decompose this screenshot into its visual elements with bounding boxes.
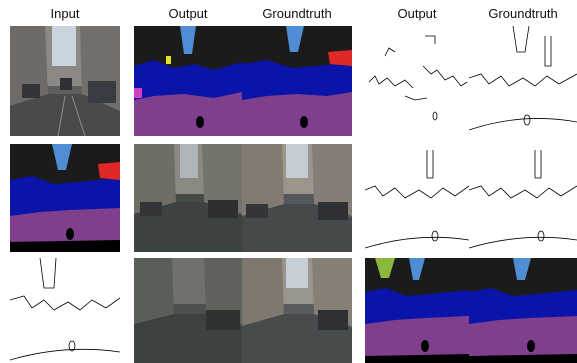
groundtruth-edge-tile (469, 26, 577, 136)
groundtruth-photo-tile (242, 144, 352, 252)
groundtruth-segmentation-tile (242, 26, 352, 136)
header-groundtruth-seg: Groundtruth (262, 6, 332, 21)
output-edge-tile (365, 26, 469, 136)
header-groundtruth-edge: Groundtruth (488, 6, 558, 21)
input-photo-tile (10, 26, 120, 136)
groundtruth-photo-tile-2 (242, 258, 352, 363)
input-edge-tile (10, 258, 120, 363)
output-photo-tile (134, 144, 242, 252)
header-output-edge: Output (397, 6, 437, 21)
groundtruth-edge-tile-2 (469, 144, 577, 252)
header-input: Input (50, 6, 80, 21)
header-output-seg: Output (168, 6, 208, 21)
input-edge-tile-right (365, 144, 469, 252)
output-segmentation-tile-2 (365, 258, 469, 363)
output-photo-tile-2 (134, 258, 242, 363)
input-segmentation-tile (10, 144, 120, 252)
groundtruth-segmentation-tile-2 (469, 258, 577, 363)
output-segmentation-tile (134, 26, 242, 136)
